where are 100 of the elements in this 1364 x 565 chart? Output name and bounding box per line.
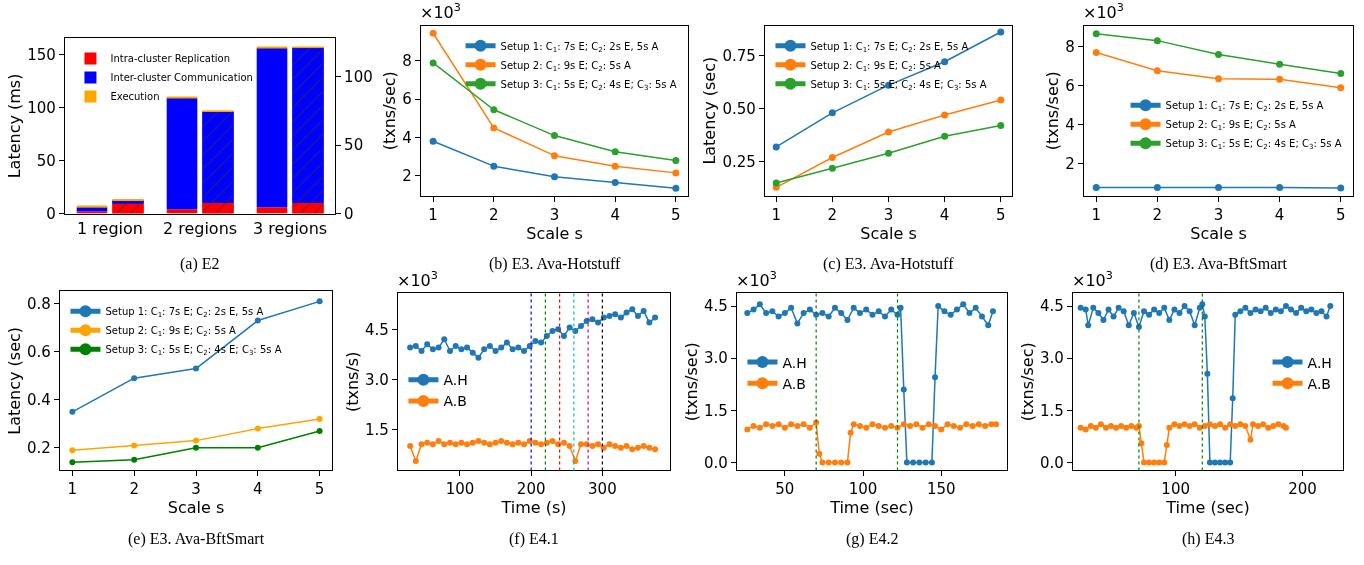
point <box>1181 303 1188 310</box>
legend-label: A.B <box>1307 375 1331 392</box>
legend-label: Setup 3: C$_{1}$: 5s E; C$_{2}$: 4s E; C$_{3}$: 5s A <box>1165 138 1342 152</box>
bar <box>256 207 288 214</box>
point <box>944 421 951 428</box>
y2-tick-label: 0 <box>344 204 354 223</box>
point <box>1242 304 1249 311</box>
point <box>498 344 505 351</box>
legend-label: Setup 2: C$_{1}$: 9s E; C$_{2}$: 5s A <box>105 325 237 339</box>
point <box>1257 308 1264 315</box>
point <box>606 441 613 448</box>
point <box>1118 422 1125 429</box>
point <box>1337 69 1345 77</box>
point <box>589 443 596 450</box>
point <box>922 459 929 466</box>
point <box>1247 436 1254 443</box>
point <box>566 324 573 331</box>
point <box>844 459 851 466</box>
point <box>1097 421 1104 428</box>
point <box>856 422 863 429</box>
point <box>919 424 926 431</box>
y-tick-label: 8 <box>1065 37 1075 56</box>
point <box>869 311 876 318</box>
point <box>1222 459 1229 466</box>
point <box>640 307 647 314</box>
point <box>963 421 970 428</box>
point <box>1337 84 1345 92</box>
point <box>503 439 510 446</box>
x-tick-label: 1 region <box>77 218 143 238</box>
point <box>1215 51 1222 59</box>
point <box>486 342 493 349</box>
point <box>458 346 465 353</box>
point <box>1232 422 1239 429</box>
y-axis-title: (txns/sec) <box>1043 71 1063 151</box>
y-axis-title: (txns/sec) <box>1017 342 1037 422</box>
point <box>538 441 545 448</box>
point <box>549 438 556 445</box>
point <box>756 301 763 308</box>
x-tick-label: 5 <box>1336 205 1346 224</box>
point <box>875 308 882 315</box>
x-tick-label: 3 <box>549 205 560 224</box>
point <box>1113 424 1120 431</box>
point <box>595 441 602 448</box>
point <box>1262 304 1269 311</box>
point <box>469 349 476 356</box>
point <box>612 443 619 450</box>
point <box>1156 459 1163 466</box>
y-tick-label: 0.0 <box>704 453 728 472</box>
point <box>629 446 636 453</box>
y-axis-title: (txns/s) <box>342 351 362 413</box>
point <box>1186 308 1193 315</box>
legend-label: Setup 1: C$_{1}$: 7s E; C$_{2}$: 2s E, 5s A <box>1165 100 1324 114</box>
point <box>1232 311 1239 318</box>
point <box>825 459 832 466</box>
y-tick-label: 0.4 <box>27 391 51 410</box>
point <box>1318 308 1325 315</box>
y-tick-label: 4.5 <box>1040 297 1064 316</box>
point <box>1267 310 1274 317</box>
point <box>863 306 870 313</box>
legend-label: Inter-cluster Communication <box>110 72 253 84</box>
x-tick-label: 4 <box>253 480 263 499</box>
point <box>1250 421 1256 428</box>
y-tick-label: 4 <box>402 128 412 147</box>
point <box>418 347 425 354</box>
point <box>492 439 499 446</box>
point <box>458 439 465 446</box>
x-tick-label: 2 <box>489 205 499 224</box>
point <box>560 332 567 339</box>
point <box>1156 310 1163 317</box>
point <box>900 386 907 393</box>
point <box>997 28 1005 36</box>
point <box>452 441 459 448</box>
point <box>424 341 431 348</box>
x-tick-label: 2 regions <box>162 218 238 238</box>
point <box>1153 67 1161 75</box>
point <box>769 422 776 429</box>
point <box>503 339 510 346</box>
point <box>772 179 780 187</box>
point <box>816 450 823 457</box>
point <box>928 459 935 466</box>
point <box>131 456 138 463</box>
x-tick-label: 100 <box>445 480 475 499</box>
legend-label: A.H <box>782 354 807 371</box>
point <box>869 421 876 428</box>
point <box>1206 421 1213 428</box>
x-tick-label: 100 <box>848 480 878 499</box>
point <box>617 444 624 451</box>
point <box>316 298 323 305</box>
x-tick-label: 4 <box>939 205 950 224</box>
point <box>825 313 832 320</box>
point <box>1130 310 1137 317</box>
point <box>1260 421 1267 428</box>
point <box>1146 311 1153 318</box>
y-axis-title: (txns/sec) <box>380 71 400 151</box>
point <box>1095 310 1102 317</box>
point <box>775 421 782 428</box>
bar <box>76 207 108 212</box>
point <box>800 421 807 428</box>
x-tick-label: 1 <box>67 480 78 499</box>
legend-label: Setup 1: C$_{1}$: 7s E; C$_{2}$: 2s E, 5s A <box>810 40 969 54</box>
